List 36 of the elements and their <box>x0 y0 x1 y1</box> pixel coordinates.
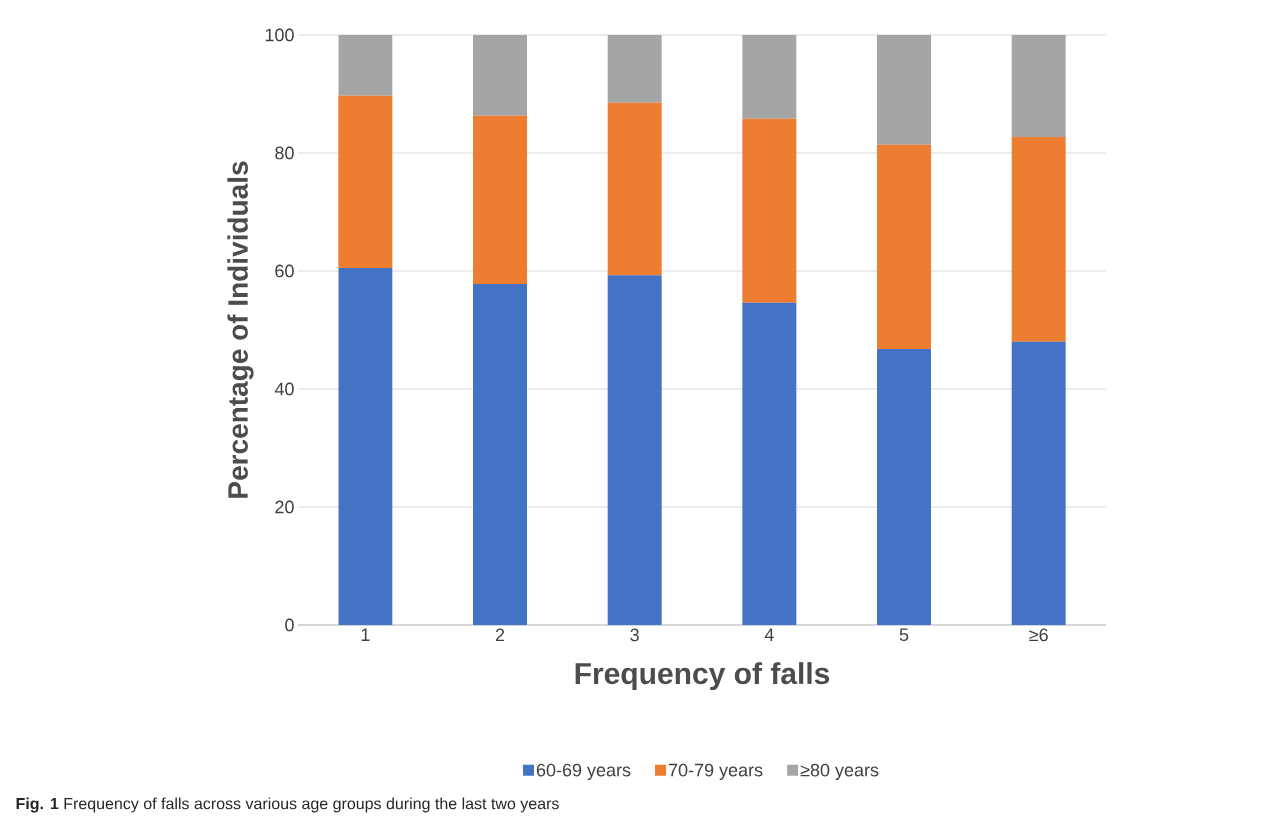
y-tick-label: 0 <box>285 618 294 632</box>
y-tick-label: 60 <box>275 264 294 278</box>
bar <box>607 102 662 276</box>
x-tick-label: 3 <box>630 628 639 642</box>
bar <box>607 34 662 103</box>
bar <box>473 34 528 116</box>
y-tick-label: 80 <box>275 146 294 160</box>
legend-label: ≥80 years <box>800 763 879 780</box>
y-axis-title: Percentage of Individuals <box>227 161 254 498</box>
text: Fig. 1 Frequency of falls across various age groups during the last two years <box>16 797 559 813</box>
legend-label: 60-69 years <box>536 763 631 780</box>
bar <box>742 34 797 119</box>
bar <box>607 275 662 625</box>
bar <box>338 268 393 625</box>
x-tick-label: 2 <box>495 628 505 642</box>
y-tick-label: 40 <box>274 382 294 396</box>
x-tick-label: 1 <box>361 628 370 641</box>
x-tick-label: 4 <box>764 628 774 641</box>
bar <box>877 144 932 349</box>
bar <box>473 115 528 284</box>
legend-label: 70-79 years <box>668 763 763 780</box>
bar <box>1011 137 1066 342</box>
bar <box>742 302 797 625</box>
bar <box>338 34 393 96</box>
bar <box>1011 341 1066 625</box>
bar <box>742 118 797 303</box>
y-tick-label: 20 <box>275 500 294 514</box>
x-tick-label: 5 <box>899 628 909 642</box>
x-tick-label: ≥6 <box>1029 628 1048 642</box>
bar <box>473 283 528 625</box>
bar <box>877 348 932 625</box>
bar <box>338 95 393 269</box>
bar <box>877 34 932 145</box>
y-tick-label: 100 <box>265 28 294 42</box>
x-axis-title: Frequency of falls <box>575 662 830 691</box>
bar <box>1011 34 1066 138</box>
